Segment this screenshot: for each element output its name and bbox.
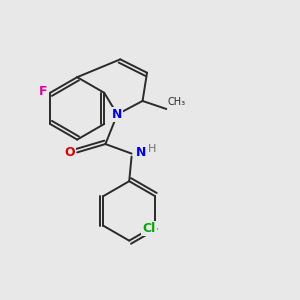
Text: N: N <box>136 146 147 159</box>
Text: O: O <box>64 146 75 159</box>
Text: F: F <box>38 85 47 98</box>
Text: N: N <box>112 108 122 121</box>
Text: Cl: Cl <box>142 222 156 235</box>
Text: H: H <box>148 144 156 154</box>
Text: CH₃: CH₃ <box>168 97 186 106</box>
